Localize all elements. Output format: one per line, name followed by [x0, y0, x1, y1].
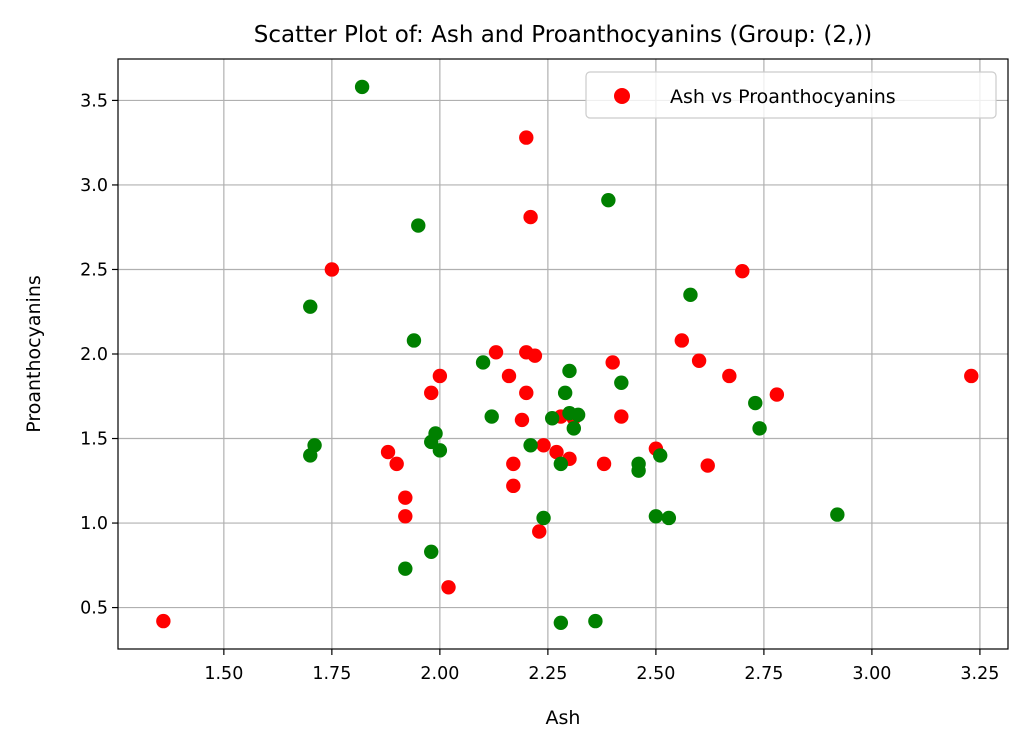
data-point-series-2 — [553, 456, 569, 472]
data-point-series-2 — [830, 507, 845, 522]
data-point-series-1 — [506, 456, 521, 472]
data-point-series-1 — [441, 580, 456, 595]
legend-marker — [614, 88, 630, 104]
data-point-series-1 — [506, 478, 521, 494]
x-tick-label: 2.75 — [744, 664, 783, 684]
legend-label: Ash vs Proanthocyanins — [670, 86, 896, 108]
data-point-series-1 — [432, 368, 448, 384]
data-point-series-1 — [488, 345, 504, 360]
y-tick-label: 2.5 — [80, 260, 108, 280]
data-point-series-2 — [653, 448, 668, 463]
data-point-series-1 — [380, 444, 396, 460]
data-point-series-2 — [614, 375, 629, 390]
data-point-series-2 — [648, 509, 664, 524]
data-point-series-1 — [614, 409, 629, 424]
x-tick-label: 3.25 — [960, 664, 999, 684]
data-point-series-2 — [553, 615, 569, 630]
data-point-series-1 — [519, 130, 534, 145]
data-point-series-1 — [596, 456, 612, 472]
data-point-series-1 — [519, 385, 534, 401]
data-point-series-2 — [432, 443, 448, 458]
data-point-series-2 — [661, 510, 677, 526]
data-point-series-2 — [536, 510, 551, 526]
chart-title: Scatter Plot of: Ash and Proanthocyanins… — [254, 22, 872, 48]
y-tick-label: 2.0 — [80, 345, 108, 365]
data-point-series-1 — [156, 613, 171, 629]
data-point-series-1 — [532, 524, 547, 539]
legend-box — [585, 71, 997, 119]
y-tick-label: 3.0 — [80, 176, 108, 196]
data-point-series-1 — [735, 263, 750, 279]
x-tick-label: 3.00 — [852, 664, 891, 684]
grid-lines — [118, 59, 1008, 649]
data-points — [156, 79, 979, 630]
data-point-series-1 — [674, 333, 690, 348]
data-point-series-1 — [549, 444, 564, 460]
data-point-series-2 — [683, 287, 698, 303]
data-point-series-1 — [398, 490, 413, 505]
y-tick-label: 3.5 — [80, 91, 108, 111]
axis-ticks: 1.50 1.75 2.00 2.25 2.50 2.75 3.00 3.25 0.5 1.0 1.… — [80, 91, 999, 684]
data-point-series-1 — [722, 368, 737, 384]
data-point-series-1 — [523, 209, 538, 225]
data-point-series-1 — [514, 412, 530, 428]
data-point-series-1 — [527, 348, 543, 363]
data-point-series-2 — [303, 299, 318, 314]
x-tick-label: 2.50 — [636, 664, 675, 684]
y-tick-label: 1.0 — [80, 514, 108, 534]
data-point-series-2 — [544, 411, 560, 426]
data-point-series-2 — [748, 395, 763, 411]
data-point-series-2 — [566, 421, 582, 436]
x-tick-label: 2.00 — [420, 664, 459, 684]
data-point-series-1 — [691, 353, 707, 368]
data-point-series-1 — [424, 385, 439, 401]
data-point-series-2 — [588, 613, 603, 629]
data-point-series-2 — [307, 438, 322, 453]
data-point-series-1 — [964, 368, 979, 384]
y-tick-label: 1.5 — [80, 430, 108, 450]
legend: Ash vs Proanthocyanins — [585, 71, 997, 119]
x-tick-label: 2.25 — [528, 664, 567, 684]
data-point-series-2 — [484, 409, 499, 424]
data-point-series-2 — [631, 463, 646, 478]
data-point-series-1 — [389, 456, 404, 472]
data-point-series-2 — [398, 561, 413, 576]
data-point-series-2 — [752, 421, 767, 436]
data-point-series-2 — [601, 192, 616, 208]
data-point-series-1 — [605, 355, 620, 370]
x-tick-label: 1.75 — [312, 664, 351, 684]
y-axis-label: Proanthocyanins — [23, 275, 45, 433]
data-point-series-2 — [475, 355, 491, 370]
data-point-series-1 — [769, 387, 785, 402]
data-point-series-2 — [428, 426, 443, 441]
data-point-series-1 — [324, 262, 340, 277]
x-axis-label: Ash — [546, 707, 581, 729]
data-point-series-2 — [354, 79, 370, 95]
data-point-series-2 — [570, 407, 586, 423]
data-point-series-2 — [424, 544, 439, 559]
data-point-series-2 — [411, 218, 426, 233]
data-point-series-1 — [700, 458, 715, 473]
data-point-series-1 — [501, 368, 517, 384]
data-point-series-2 — [406, 333, 422, 348]
data-point-series-2 — [562, 363, 577, 379]
x-tick-label: 1.50 — [204, 664, 243, 684]
y-tick-label: 0.5 — [80, 599, 108, 619]
data-point-series-1 — [536, 438, 551, 453]
data-point-series-2 — [557, 385, 573, 401]
data-point-series-2 — [523, 438, 538, 453]
data-point-series-1 — [398, 509, 413, 524]
